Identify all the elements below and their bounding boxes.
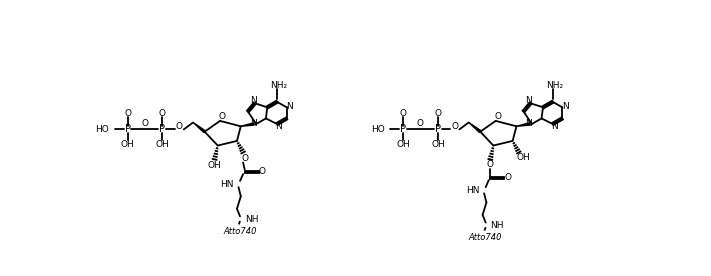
Text: O: O: [486, 160, 493, 169]
Text: O: O: [141, 120, 148, 129]
Text: N: N: [551, 122, 557, 131]
Text: P: P: [159, 124, 165, 134]
Text: O: O: [434, 110, 442, 118]
Text: OH: OH: [156, 140, 169, 149]
Text: O: O: [417, 120, 424, 129]
Text: O: O: [219, 112, 226, 121]
Text: N: N: [287, 102, 293, 111]
Text: HO: HO: [371, 125, 385, 134]
Text: P: P: [435, 124, 441, 134]
Text: HO: HO: [95, 125, 109, 134]
Polygon shape: [241, 123, 254, 126]
Text: NH₂: NH₂: [270, 81, 287, 90]
Text: N: N: [525, 119, 532, 128]
Text: NH₂: NH₂: [545, 81, 562, 90]
Text: N: N: [275, 122, 282, 131]
Text: O: O: [241, 154, 248, 163]
Text: HN: HN: [220, 180, 234, 189]
Text: Atto740: Atto740: [469, 233, 503, 242]
Text: P: P: [400, 124, 406, 134]
Text: NH: NH: [245, 215, 258, 224]
Text: N: N: [525, 95, 533, 105]
Text: O: O: [159, 110, 166, 118]
Text: OH: OH: [121, 140, 134, 149]
Text: Atto740: Atto740: [223, 227, 257, 236]
Text: NH: NH: [491, 221, 504, 230]
Text: O: O: [124, 110, 131, 118]
Text: HN: HN: [466, 186, 479, 195]
Text: N: N: [250, 119, 257, 128]
Text: OH: OH: [397, 140, 410, 149]
Text: OH: OH: [431, 140, 445, 149]
Text: N: N: [250, 95, 257, 105]
Text: N: N: [562, 102, 569, 111]
Text: O: O: [259, 167, 266, 176]
Text: OH: OH: [208, 161, 222, 170]
Polygon shape: [469, 123, 481, 132]
Text: O: O: [494, 112, 501, 121]
Polygon shape: [193, 123, 205, 132]
Text: P: P: [124, 124, 131, 134]
Text: OH: OH: [516, 153, 530, 162]
Text: O: O: [505, 173, 511, 182]
Text: O: O: [400, 110, 407, 118]
Text: O: O: [176, 122, 183, 131]
Polygon shape: [516, 123, 530, 126]
Text: O: O: [451, 122, 459, 131]
